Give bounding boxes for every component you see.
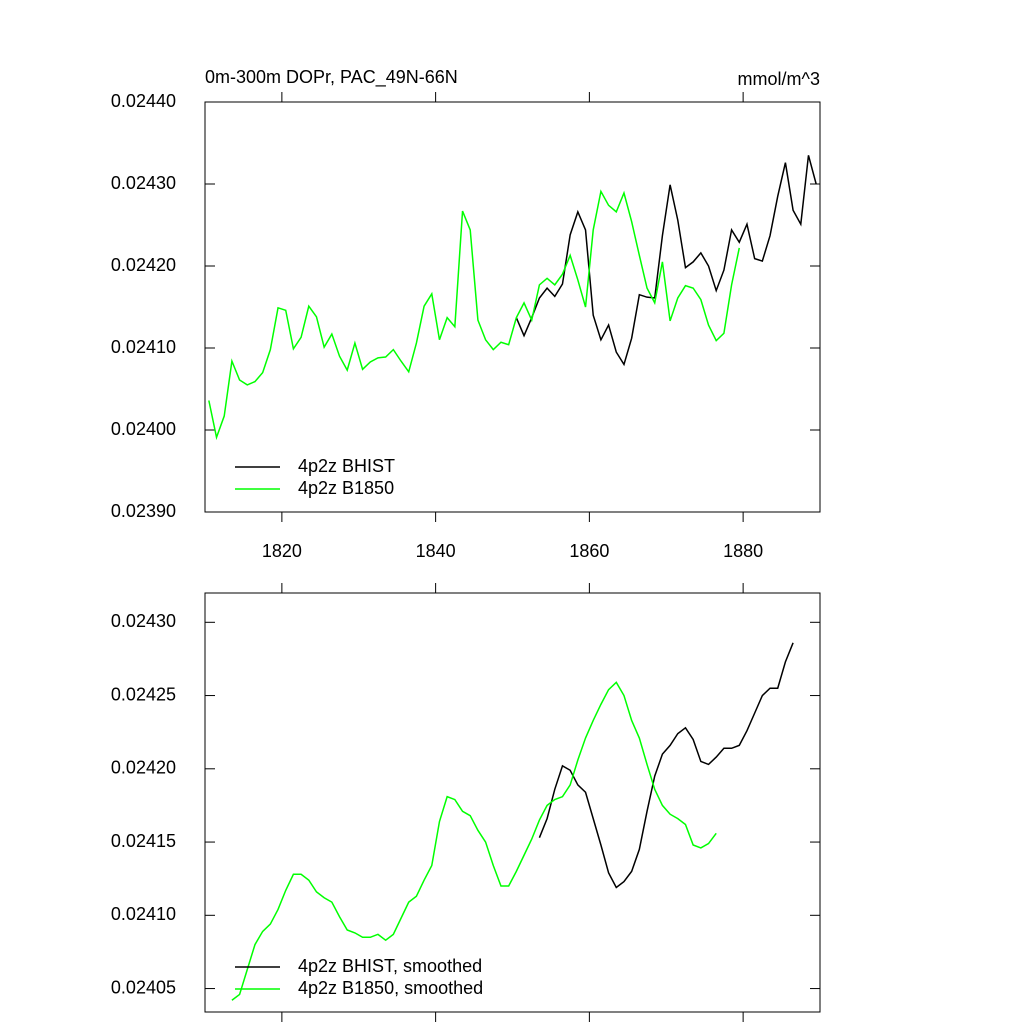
y-tick-label: 0.02420: [111, 758, 176, 778]
y-tick-label: 0.02405: [111, 977, 176, 997]
x-tick-label: 1880: [723, 541, 763, 561]
y-tick-label: 0.02420: [111, 255, 176, 275]
x-tick-label: 1860: [569, 541, 609, 561]
units-label: mmol/m^3: [738, 69, 820, 89]
plot-frame: [204, 101, 821, 513]
y-tick-label: 0.02400: [111, 419, 176, 439]
data-line: [515, 155, 817, 367]
y-tick-label: 0.02440: [111, 91, 176, 111]
y-tick-label: 0.02410: [111, 337, 176, 357]
y-tick-label: 0.02425: [111, 684, 176, 704]
data-line: [231, 681, 717, 1001]
chart-title: 0m-300m DOPr, PAC_49N-66N: [205, 67, 458, 88]
x-tick-label: 1820: [262, 541, 302, 561]
y-tick-label: 0.02430: [111, 611, 176, 631]
x-tick-label: 1840: [416, 541, 456, 561]
data-line: [538, 642, 794, 889]
y-tick-label: 0.02430: [111, 173, 176, 193]
legend-label: 4p2z B1850, smoothed: [298, 978, 483, 998]
y-tick-label: 0.02410: [111, 904, 176, 924]
legend-label: 4p2z BHIST, smoothed: [298, 956, 482, 976]
legend-label: 4p2z BHIST: [298, 456, 395, 476]
y-tick-label: 0.02390: [111, 501, 176, 521]
data-line: [208, 189, 741, 441]
y-tick-label: 0.02415: [111, 831, 176, 851]
plot-frame: [204, 592, 821, 1013]
legend-label: 4p2z B1850: [298, 478, 394, 498]
